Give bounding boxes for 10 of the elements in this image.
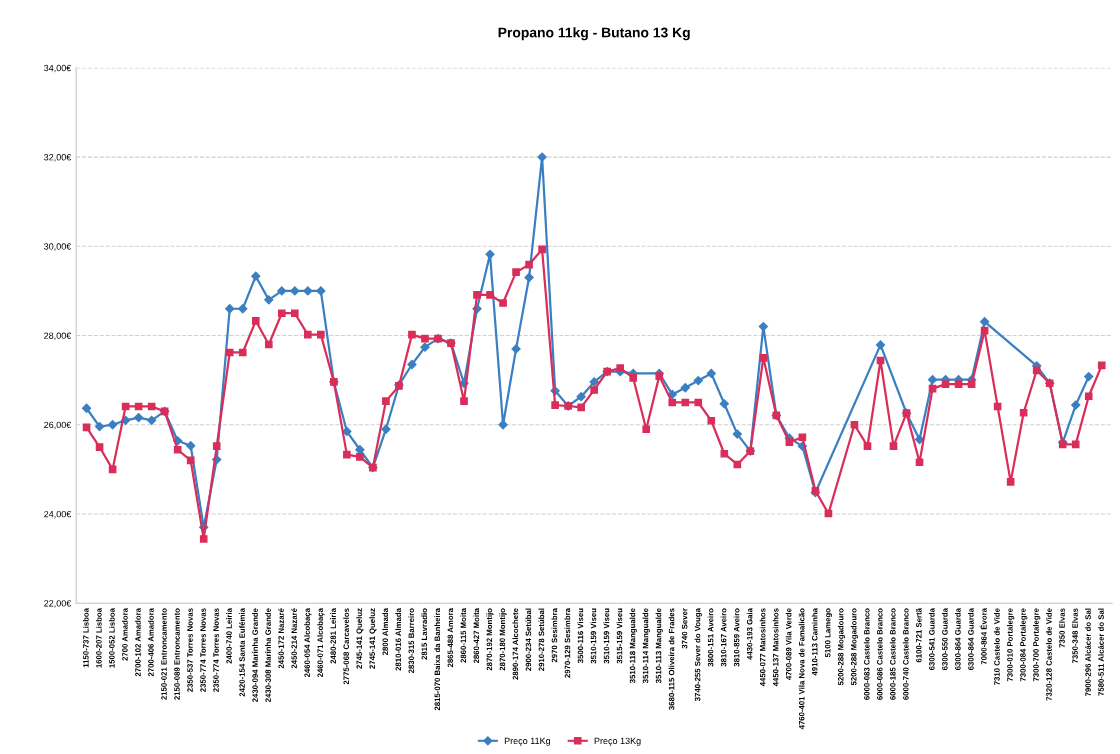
- chart-title: Propano 11kg - Butano 13 Kg: [498, 27, 690, 41]
- y-tick-label: 30,00€: [44, 243, 72, 251]
- y-tick-label: 34,00€: [44, 64, 72, 73]
- y-tick-label: 26,00€: [44, 421, 72, 430]
- y-tick-label: 28,00€: [44, 332, 72, 340]
- y-tick-label: 24,00€: [44, 510, 72, 519]
- legend-label: Preço 11Kg: [504, 737, 551, 746]
- legend-label: Preço 13Kg: [594, 737, 641, 746]
- y-tick-label: 22,00€: [44, 600, 72, 608]
- y-tick-label: 32,00€: [44, 154, 72, 162]
